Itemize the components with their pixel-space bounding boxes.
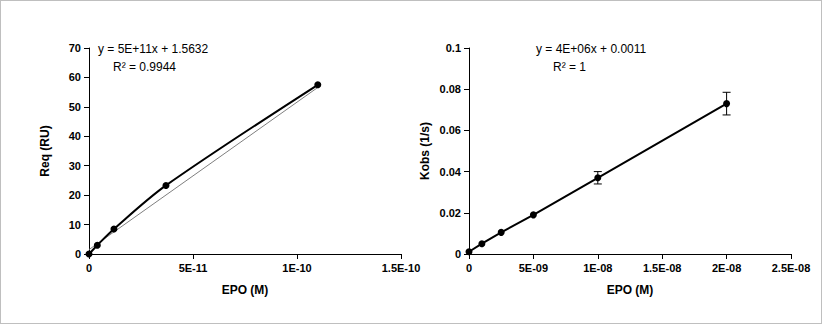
svg-text:2.5E-08: 2.5E-08 xyxy=(772,262,811,274)
svg-text:0.06: 0.06 xyxy=(440,124,461,136)
svg-text:R² = 1: R² = 1 xyxy=(553,60,586,74)
svg-text:0.02: 0.02 xyxy=(440,207,461,219)
svg-text:10: 10 xyxy=(69,219,81,231)
svg-text:5E-11: 5E-11 xyxy=(179,262,208,274)
svg-text:30: 30 xyxy=(69,160,81,172)
svg-text:2E-08: 2E-08 xyxy=(712,262,741,274)
svg-text:EPO (M): EPO (M) xyxy=(607,283,654,297)
svg-text:0.1: 0.1 xyxy=(446,42,461,54)
svg-text:0: 0 xyxy=(455,248,461,260)
svg-text:5E-09: 5E-09 xyxy=(519,262,548,274)
svg-text:0.04: 0.04 xyxy=(440,166,462,178)
svg-text:1E-08: 1E-08 xyxy=(583,262,612,274)
svg-text:1E-10: 1E-10 xyxy=(282,262,311,274)
svg-text:20: 20 xyxy=(69,189,81,201)
svg-text:0: 0 xyxy=(75,248,81,260)
svg-text:0: 0 xyxy=(86,262,92,274)
svg-text:50: 50 xyxy=(69,101,81,113)
svg-text:R² = 0.9944: R² = 0.9944 xyxy=(113,60,176,74)
svg-text:60: 60 xyxy=(69,71,81,83)
svg-text:40: 40 xyxy=(69,130,81,142)
svg-text:Kobs (1/s): Kobs (1/s) xyxy=(418,122,432,180)
svg-text:EPO (M): EPO (M) xyxy=(222,283,269,297)
svg-text:y = 4E+06x + 0.0011: y = 4E+06x + 0.0011 xyxy=(536,42,647,56)
svg-text:Req (RU): Req (RU) xyxy=(38,125,52,176)
svg-text:1.5E-08: 1.5E-08 xyxy=(643,262,682,274)
svg-text:0: 0 xyxy=(466,262,472,274)
svg-text:70: 70 xyxy=(69,42,81,54)
svg-text:y = 5E+11x + 1.5632: y = 5E+11x + 1.5632 xyxy=(98,42,209,56)
svg-text:1.5E-10: 1.5E-10 xyxy=(382,262,421,274)
svg-text:0.08: 0.08 xyxy=(440,83,461,95)
